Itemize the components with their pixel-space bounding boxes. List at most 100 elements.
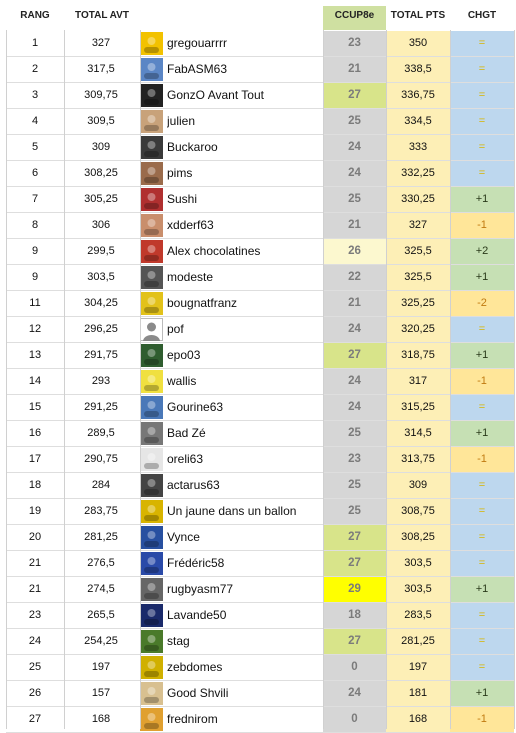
rank-cell: 26	[28, 687, 42, 699]
player-name-link[interactable]: gregouarrrr	[167, 36, 228, 50]
player-name-link[interactable]: oreli63	[167, 452, 204, 466]
table-row: 14 293 wallis 24 317 -1	[0, 369, 516, 395]
player-avatar-icon	[140, 448, 163, 471]
row-divider	[6, 368, 514, 369]
total-avt-cell: 305,25	[84, 193, 118, 205]
ccup-score-cell: 23	[323, 31, 386, 56]
ccup-score-cell: 21	[323, 213, 386, 238]
total-avt-cell: 157	[91, 687, 111, 699]
ccup-score-cell: 24	[323, 135, 386, 160]
table-row: 5 309 Buckaroo 24 333 =	[0, 135, 516, 161]
total-pts-cell: 303,5	[386, 551, 450, 576]
table-row: 13 291,75 epo03 27 318,75 +1	[0, 343, 516, 369]
row-divider	[6, 602, 514, 603]
table-row: 1 327 gregouarrrr 23 350 =	[0, 31, 516, 57]
total-avt-cell: 197	[91, 661, 111, 673]
player-name-link[interactable]: GonzO Avant Tout	[167, 88, 264, 102]
rank-cell: 24	[28, 635, 42, 647]
player-name-link[interactable]: Lavande50	[167, 608, 227, 622]
player-name-link[interactable]: actarus63	[167, 478, 220, 492]
ccup-score-cell: 25	[323, 499, 386, 524]
player-name-link[interactable]: epo03	[167, 348, 201, 362]
row-divider	[6, 576, 514, 577]
player-name-link[interactable]: Buckaroo	[167, 140, 218, 154]
player-name-link[interactable]: pof	[167, 322, 184, 336]
table-row: 4 309,5 julien 25 334,5 =	[0, 109, 516, 135]
player-name-link[interactable]: bougnatfranz	[167, 296, 238, 310]
player-name-link[interactable]: stag	[167, 634, 190, 648]
ccup-score-cell: 29	[323, 577, 386, 602]
table-row: 18 284 actarus63 25 309 =	[0, 473, 516, 499]
rank-cell: 1	[31, 37, 39, 49]
change-badge: =	[450, 395, 514, 420]
change-badge: +1	[450, 577, 514, 602]
change-badge: =	[450, 83, 514, 108]
row-divider	[6, 394, 514, 395]
crowd-avatar-icon	[140, 188, 163, 211]
change-badge: +1	[450, 421, 514, 446]
player-name-link[interactable]: Vynce	[167, 530, 200, 544]
total-avt-cell: 281,25	[84, 531, 118, 543]
rank-cell: 9	[31, 245, 39, 257]
ccup-score-cell: 27	[323, 551, 386, 576]
yesss-banner-avatar-icon	[140, 370, 163, 393]
ccup-score-cell: 23	[323, 447, 386, 472]
change-badge: +1	[450, 187, 514, 212]
cross-avatar-icon	[140, 84, 163, 107]
table-row: 15 291,25 Gourine63 24 315,25 =	[0, 395, 516, 421]
row-divider	[6, 472, 514, 473]
column-divider	[64, 30, 65, 729]
ccup-score-cell: 22	[323, 265, 386, 290]
player-name-link[interactable]: modeste	[167, 270, 214, 284]
stadium-avatar-icon	[140, 344, 163, 367]
player-name-link[interactable]: zebdomes	[167, 660, 223, 674]
row-divider	[6, 82, 514, 83]
player-name-link[interactable]: wallis	[167, 374, 197, 388]
table-header: RANG TOTAL AVT CCUP8e TOTAL PTS CHGT	[0, 0, 516, 30]
default-user-avatar-icon	[140, 318, 163, 341]
table-row: 23 265,5 Lavande50 18 283,5 =	[0, 603, 516, 629]
photo-avatar-icon	[140, 162, 163, 185]
team-avatar-icon	[140, 656, 163, 679]
total-avt-cell: 291,25	[84, 401, 118, 413]
total-avt-cell: 290,75	[84, 453, 118, 465]
player-name-link[interactable]: Alex chocolatines	[167, 244, 261, 258]
table-row: 9 303,5 modeste 22 325,5 +1	[0, 265, 516, 291]
player-name-link[interactable]: pims	[167, 166, 193, 180]
ccup-score-cell: 0	[323, 707, 386, 732]
pitch-avatar-icon	[140, 630, 163, 653]
table-row: 16 289,5 Bad Zé 25 314,5 +1	[0, 421, 516, 447]
player-name-link[interactable]: Un jaune dans un ballon	[167, 504, 297, 518]
change-badge: =	[450, 551, 514, 576]
table-row: 21 276,5 Frédéric58 27 303,5 =	[0, 551, 516, 577]
row-divider	[6, 628, 514, 629]
total-pts-cell: 325,25	[386, 291, 450, 316]
ccup-score-cell: 0	[323, 655, 386, 680]
total-pts-cell: 317	[386, 369, 450, 394]
column-divider	[6, 30, 7, 729]
ball-avatar-icon	[140, 500, 163, 523]
player-name-link[interactable]: Sushi	[167, 192, 198, 206]
row-divider	[6, 108, 514, 109]
total-pts-cell: 333	[386, 135, 450, 160]
player-name-link[interactable]: Bad Zé	[167, 426, 206, 440]
rank-cell: 4	[31, 115, 39, 127]
total-avt-cell: 168	[91, 713, 111, 725]
rank-cell: 7	[31, 193, 39, 205]
change-badge: =	[450, 135, 514, 160]
player-name-link[interactable]: xdderf63	[167, 218, 214, 232]
total-avt-cell: 309,5	[87, 115, 115, 127]
player-name-link[interactable]: FabASM63	[167, 62, 228, 76]
table-row: 27 168 frednirom 0 168 -1	[0, 707, 516, 733]
player-name-link[interactable]: Good Shvili	[167, 686, 229, 700]
player-name-link[interactable]: Frédéric58	[167, 556, 225, 570]
player-name-link[interactable]: rugbyasm77	[167, 582, 234, 596]
table-row: 20 281,25 Vynce 27 308,25 =	[0, 525, 516, 551]
total-avt-cell: 306	[91, 219, 111, 231]
player-name-link[interactable]: frednirom	[167, 712, 218, 726]
header-total-avt: TOTAL AVT	[75, 10, 129, 21]
column-divider	[450, 30, 451, 729]
player-name-link[interactable]: julien	[167, 114, 196, 128]
player-name-link[interactable]: Gourine63	[167, 400, 224, 414]
total-avt-cell: 317,5	[87, 63, 115, 75]
